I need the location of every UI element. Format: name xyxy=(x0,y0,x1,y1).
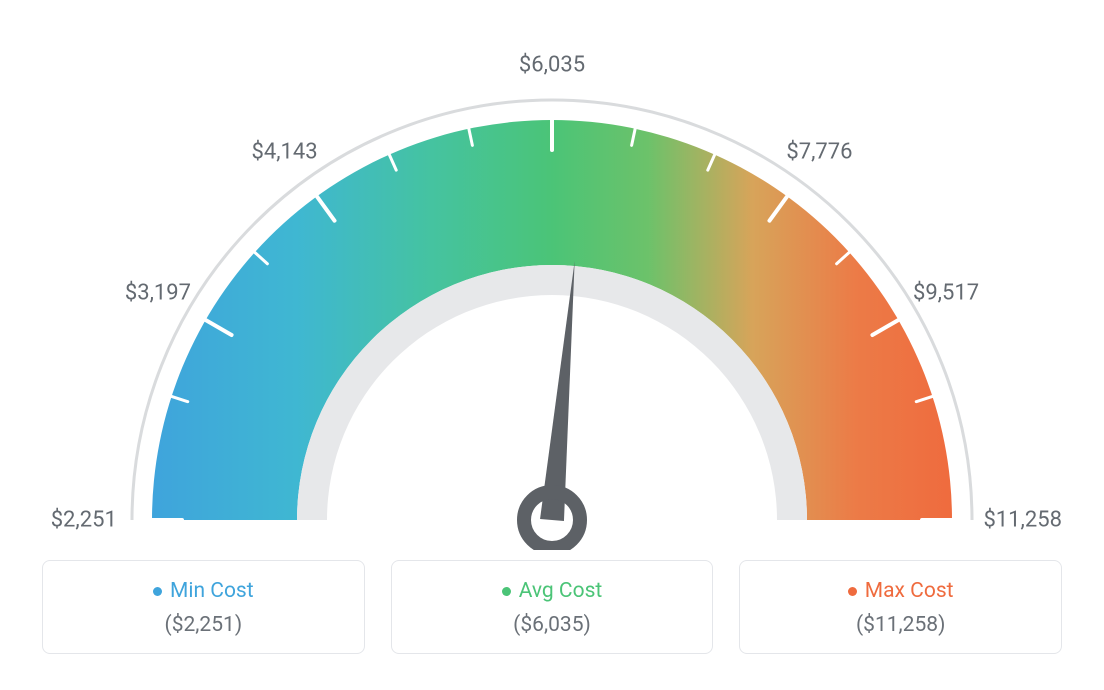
tick-label: $11,258 xyxy=(983,508,1062,533)
legend-card-max: Max Cost ($11,258) xyxy=(739,560,1062,654)
legend-value-min: ($2,251) xyxy=(165,613,243,637)
legend-title-text-min: Min Cost xyxy=(170,579,254,603)
legend-dot-avg xyxy=(502,587,511,596)
tick-label: $4,143 xyxy=(251,139,317,164)
legend-card-min: Min Cost ($2,251) xyxy=(42,560,365,654)
legend-title-text-max: Max Cost xyxy=(865,579,954,603)
tick-label: $2,251 xyxy=(51,508,117,533)
legend-value-avg: ($6,035) xyxy=(513,613,591,637)
tick-label: $7,776 xyxy=(786,139,852,164)
legend-dot-max xyxy=(848,587,857,596)
legend-title-text-avg: Avg Cost xyxy=(519,579,603,603)
gauge-svg xyxy=(52,30,1052,550)
gauge-chart: $2,251$3,197$4,143$6,035$7,776$9,517$11,… xyxy=(52,30,1052,550)
legend-value-max: ($11,258) xyxy=(856,613,945,637)
gauge-needle xyxy=(540,261,575,521)
legend-title-min: Min Cost xyxy=(153,579,254,603)
legend-title-avg: Avg Cost xyxy=(502,579,603,603)
tick-label: $3,197 xyxy=(125,280,191,305)
legend-title-max: Max Cost xyxy=(848,579,954,603)
tick-label: $6,035 xyxy=(519,53,585,78)
tick-label: $9,517 xyxy=(913,280,979,305)
legend-row: Min Cost ($2,251) Avg Cost ($6,035) Max … xyxy=(42,560,1062,654)
legend-card-avg: Avg Cost ($6,035) xyxy=(391,560,714,654)
legend-dot-min xyxy=(153,587,162,596)
